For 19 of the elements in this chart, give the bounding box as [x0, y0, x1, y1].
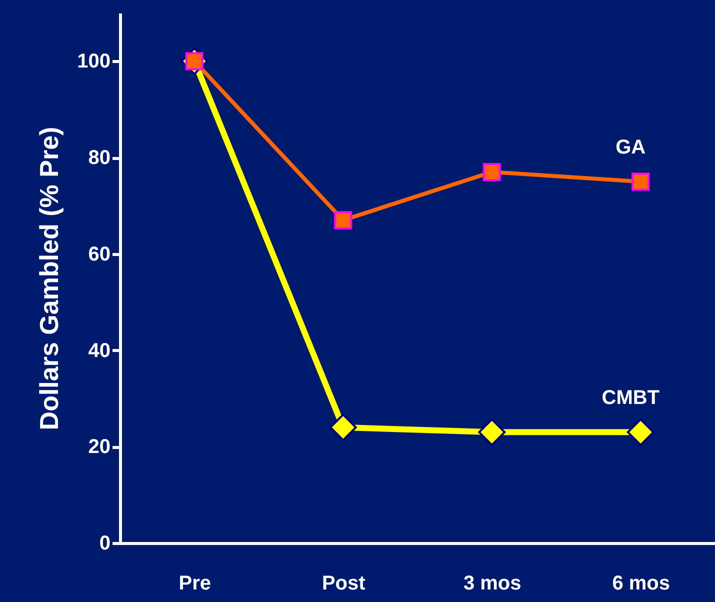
y-tick-label: 100	[77, 50, 110, 73]
y-tick-label: 80	[88, 147, 110, 170]
y-axis-title: Dollars Gambled (% Pre)	[34, 126, 64, 430]
y-tick-label: 20	[88, 436, 110, 458]
point	[334, 211, 352, 230]
point	[329, 414, 357, 442]
point	[626, 418, 654, 446]
x-tick-label: 6 mos	[612, 572, 670, 594]
x-tick-label: Pre	[178, 572, 211, 594]
point	[632, 172, 650, 191]
y-tick-label: 40	[88, 340, 110, 362]
y-tick-label: 60	[88, 243, 110, 266]
point	[482, 162, 501, 182]
y-tick-label: 0	[99, 532, 110, 554]
series-label: GA	[616, 136, 646, 159]
series-label: CMBT	[602, 387, 660, 410]
x-tick-label: 3 mos	[463, 572, 522, 594]
x-tick-label: Post	[322, 572, 366, 594]
point	[478, 418, 506, 446]
